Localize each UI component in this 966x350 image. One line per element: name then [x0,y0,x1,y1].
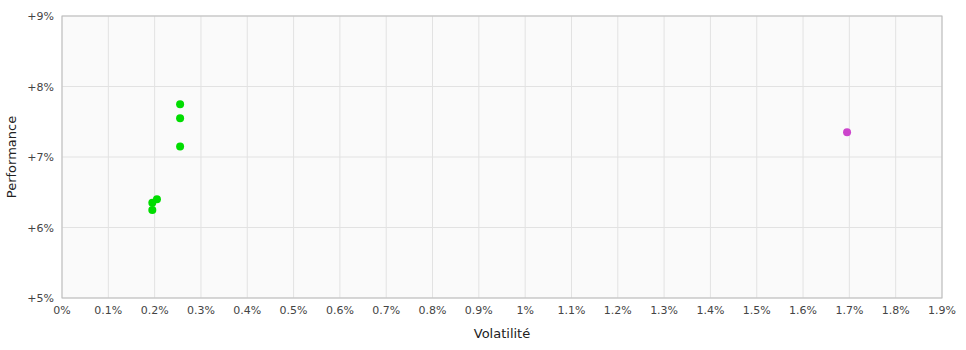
x-tick-label: 0.3% [187,304,215,317]
x-tick-label: 1.9% [928,304,956,317]
x-tick-label: 1% [516,304,533,317]
y-tick-label: +7% [27,151,54,164]
x-tick-label: 0.5% [280,304,308,317]
grid [62,16,942,298]
x-tick-label: 1.8% [882,304,910,317]
chart: 0% 0.1% 0.2% 0.3% 0.4% 0.5% 0.6% 0.7% 0.8% 0.9% 1%… [0,0,966,350]
x-tick-label: 0.6% [326,304,354,317]
plot-frame [62,16,942,298]
x-tick-label: 1.1% [557,304,585,317]
y-tick-label: +6% [27,222,54,235]
plot-area [62,16,942,298]
x-tick-label: 1.5% [743,304,771,317]
x-tick-label: 1.6% [789,304,817,317]
point [153,195,161,203]
point [843,128,851,136]
x-tick-label: 1.4% [696,304,724,317]
series [843,128,851,136]
y-tick-label: +5% [27,292,54,305]
y-grid-line [62,227,942,228]
point [148,206,156,214]
x-tick-label: 0.8% [419,304,447,317]
point [176,142,184,150]
x-tick-label: 1.7% [835,304,863,317]
x-tick-label: 0.7% [372,304,400,317]
x-tick-label: 0.9% [465,304,493,317]
series [148,100,184,214]
axes: 0% 0.1% 0.2% 0.3% 0.4% 0.5% 0.6% 0.7% 0.8% 0.9% 1%… [27,10,956,317]
x-tick-label: 0.4% [233,304,261,317]
y-axis-label: Performance [4,116,19,198]
x-axis-label: Volatilité [474,326,530,341]
point [176,100,184,108]
x-tick-label: 1.2% [604,304,632,317]
points [148,100,851,214]
x-tick-label: 1.3% [650,304,678,317]
point [176,114,184,122]
x-tick-label: 0.1% [94,304,122,317]
y-grid-line [62,86,942,87]
y-tick-label: +8% [27,81,54,94]
y-grid-line [62,157,942,158]
x-tick-label: 0% [53,304,70,317]
y-tick-label: +9% [27,10,54,23]
x-tick-label: 0.2% [141,304,169,317]
